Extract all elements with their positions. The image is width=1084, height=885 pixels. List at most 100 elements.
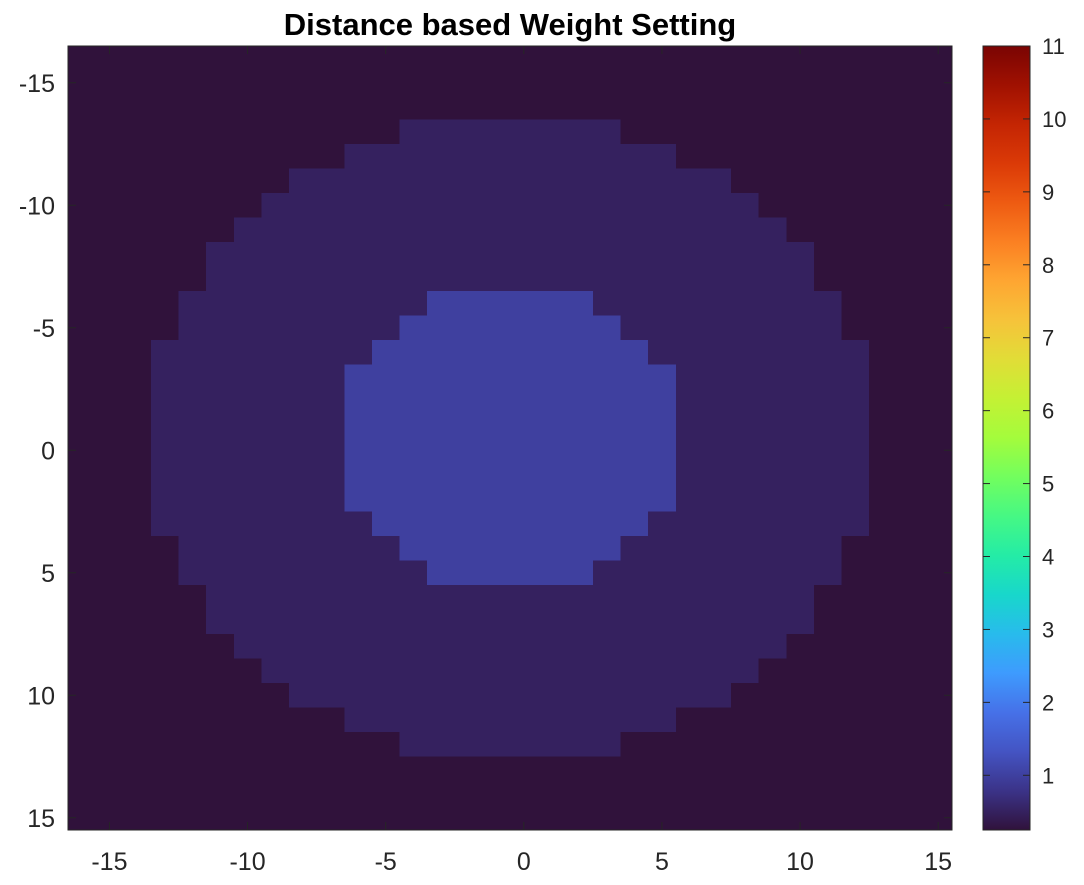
heatmap-cell	[592, 781, 622, 807]
heatmap-cell	[178, 95, 207, 121]
heatmap-cell	[592, 193, 622, 219]
heatmap-cell	[123, 756, 152, 782]
heatmap-cell	[316, 438, 345, 464]
heatmap-cell	[813, 389, 843, 415]
heatmap-cell	[841, 193, 870, 219]
heatmap-cell	[233, 168, 262, 194]
heatmap-cell	[399, 266, 428, 292]
heatmap-cell	[150, 291, 180, 317]
heatmap-cell	[758, 707, 787, 733]
heatmap-cell	[869, 658, 898, 684]
heatmap-cell	[896, 217, 925, 243]
heatmap-cell	[841, 217, 870, 243]
heatmap-cell	[289, 658, 318, 684]
heatmap-cell	[841, 70, 870, 96]
heatmap-cell	[731, 340, 760, 366]
heatmap-cell	[427, 462, 456, 488]
heatmap-cell	[178, 389, 207, 415]
heatmap-cell	[565, 560, 594, 586]
heatmap-cell	[68, 242, 97, 268]
heatmap-cell	[344, 658, 373, 684]
heatmap-cell	[565, 193, 594, 219]
heatmap-cell	[537, 315, 566, 341]
heatmap-cell	[703, 144, 732, 170]
heatmap-cell	[592, 315, 622, 341]
heatmap-cell	[758, 217, 787, 243]
heatmap-cell	[344, 340, 373, 366]
heatmap-cell	[206, 707, 235, 733]
heatmap-cell	[648, 144, 677, 170]
heatmap-cell	[565, 732, 594, 758]
heatmap-cell	[565, 242, 594, 268]
heatmap-cell	[289, 70, 318, 96]
heatmap-cell	[510, 95, 539, 121]
heatmap-cell	[731, 756, 760, 782]
heatmap-cell	[786, 70, 815, 96]
heatmap-cell	[896, 634, 925, 660]
heatmap-cell	[648, 585, 677, 611]
heatmap-cell	[896, 46, 925, 72]
heatmap-cell	[150, 683, 180, 709]
heatmap-cell	[427, 781, 456, 807]
heatmap-cell	[786, 119, 815, 145]
heatmap-cell	[233, 487, 262, 513]
heatmap-cell	[703, 560, 732, 586]
heatmap-cell	[427, 389, 456, 415]
heatmap-cell	[648, 217, 677, 243]
heatmap-cell	[289, 46, 318, 72]
heatmap-cell	[123, 462, 152, 488]
heatmap-cell	[731, 781, 760, 807]
heatmap-cell	[482, 119, 511, 145]
heatmap-cell	[454, 462, 483, 488]
heatmap-cell	[758, 756, 787, 782]
heatmap-cell	[454, 585, 483, 611]
heatmap-cell	[896, 144, 925, 170]
heatmap-cell	[289, 144, 318, 170]
heatmap-cell	[68, 609, 97, 635]
heatmap-cell	[95, 462, 124, 488]
heatmap-cell	[289, 364, 318, 390]
heatmap-cell	[510, 193, 539, 219]
heatmap-cell	[869, 683, 898, 709]
heatmap-cell	[592, 487, 622, 513]
heatmap-cell	[648, 193, 677, 219]
heatmap-cell	[399, 634, 428, 660]
heatmap-cell	[233, 511, 262, 537]
heatmap-cell	[123, 683, 152, 709]
y-tick-label: 10	[27, 682, 55, 710]
heatmap-cell	[123, 732, 152, 758]
heatmap-cell	[68, 291, 97, 317]
heatmap-cell	[731, 389, 760, 415]
heatmap-cell	[68, 781, 97, 807]
heatmap-cell	[178, 781, 207, 807]
heatmap-cell	[758, 413, 787, 439]
heatmap-cell	[675, 756, 704, 782]
heatmap-cell	[537, 389, 566, 415]
heatmap-cell	[731, 242, 760, 268]
heatmap-cell	[620, 291, 649, 317]
heatmap-cell	[592, 732, 622, 758]
colorbar-ticks: 1 2 3 4 5 6 7 8 9 10 11	[983, 34, 1066, 788]
heatmap-cell	[261, 217, 290, 243]
heatmap-cell	[233, 536, 262, 562]
heatmap-cell	[344, 389, 373, 415]
heatmap-cell	[813, 511, 843, 537]
heatmap-cell	[896, 781, 925, 807]
heatmap-cell	[869, 707, 898, 733]
heatmap-cell	[565, 46, 594, 72]
heatmap-cell	[371, 95, 401, 121]
heatmap-cell	[565, 609, 594, 635]
heatmap-cell	[206, 438, 235, 464]
heatmap-cell	[399, 168, 428, 194]
heatmap-cell	[371, 707, 401, 733]
y-tick-label: -10	[19, 192, 55, 220]
heatmap-cell	[482, 707, 511, 733]
heatmap-cell	[703, 168, 732, 194]
heatmap-cell	[592, 168, 622, 194]
heatmap-cell	[344, 683, 373, 709]
heatmap-cell	[150, 168, 180, 194]
heatmap-cell	[537, 805, 566, 831]
heatmap-cell	[454, 168, 483, 194]
x-tick-label: -5	[375, 848, 397, 876]
heatmap-cell	[454, 315, 483, 341]
